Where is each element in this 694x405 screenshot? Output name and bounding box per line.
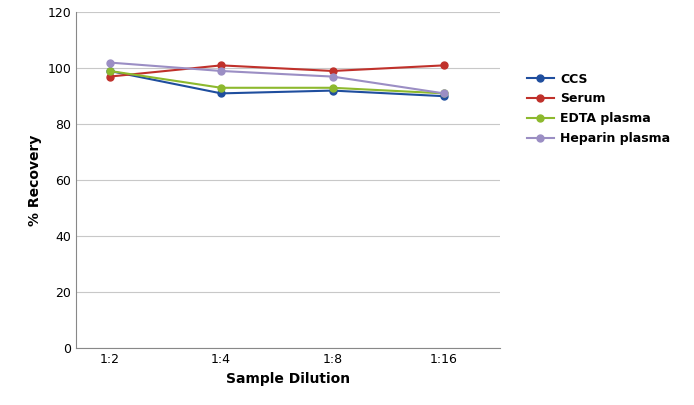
- Line: CCS: CCS: [106, 68, 448, 100]
- EDTA plasma: [217, 85, 226, 90]
- Heparin plasma: [105, 60, 114, 65]
- EDTA plasma: [328, 85, 337, 90]
- Y-axis label: % Recovery: % Recovery: [28, 134, 42, 226]
- CCS: [328, 88, 337, 93]
- EDTA plasma: [440, 91, 448, 96]
- X-axis label: Sample Dilution: Sample Dilution: [226, 372, 350, 386]
- Serum: [440, 63, 448, 68]
- Heparin plasma: [217, 68, 226, 73]
- CCS: [217, 91, 226, 96]
- CCS: [105, 68, 114, 73]
- Line: EDTA plasma: EDTA plasma: [106, 68, 448, 97]
- Serum: [105, 74, 114, 79]
- EDTA plasma: [105, 68, 114, 73]
- CCS: [440, 94, 448, 99]
- Serum: [328, 68, 337, 73]
- Heparin plasma: [328, 74, 337, 79]
- Heparin plasma: [440, 91, 448, 96]
- Line: Heparin plasma: Heparin plasma: [106, 59, 448, 97]
- Serum: [217, 63, 226, 68]
- Line: Serum: Serum: [106, 62, 448, 80]
- Legend: CCS, Serum, EDTA plasma, Heparin plasma: CCS, Serum, EDTA plasma, Heparin plasma: [523, 69, 675, 149]
